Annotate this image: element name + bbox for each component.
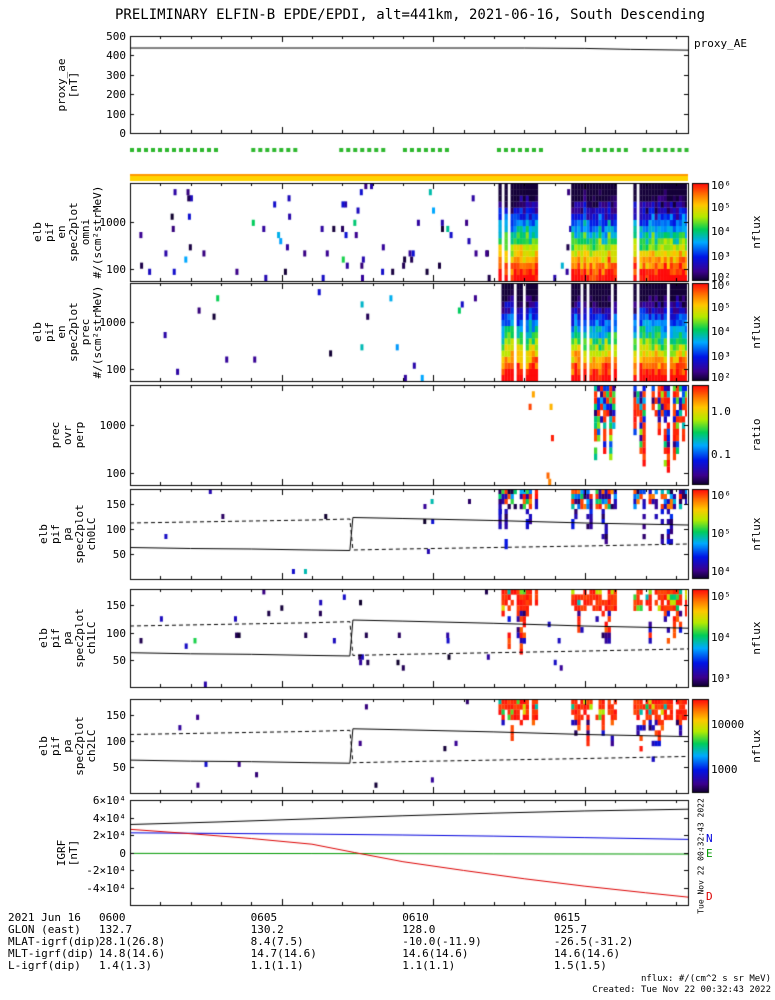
colorbar-tick-label: 10⁴ bbox=[711, 631, 731, 644]
colorbar-tick-label: 10³ bbox=[711, 249, 731, 263]
bottom-row-value: 14.7(14.6) bbox=[250, 947, 317, 960]
colorbar-tick-label: 10⁵ bbox=[711, 300, 731, 314]
bottom-row-value: 1.1(1.1) bbox=[250, 959, 304, 972]
y-tick-label: 150 bbox=[106, 598, 126, 612]
y-tick-label: -2×10⁴ bbox=[86, 863, 126, 877]
bottom-row-label: L-igrf(dip) bbox=[8, 959, 81, 972]
bottom-row-value: 1.5(1.5) bbox=[553, 959, 607, 972]
panel-right-label: proxy_AE bbox=[694, 37, 747, 50]
colorbar-tick-label: 10⁶ bbox=[711, 489, 731, 503]
y-tick-label: 100 bbox=[106, 734, 126, 748]
x-tick-label: 0605 bbox=[250, 911, 278, 924]
bottom-row-value: -26.5(-31.2) bbox=[553, 935, 634, 948]
bottom-row-value: 125.7 bbox=[553, 923, 588, 936]
y-tick-label: 100 bbox=[106, 107, 126, 121]
colorbar-tick-label: 10⁴ bbox=[711, 325, 731, 338]
y-tick-label: 100 bbox=[106, 362, 126, 376]
y-tick-label: 1000 bbox=[99, 418, 127, 432]
y-tick-label: 500 bbox=[106, 29, 126, 43]
colorbar-title: nflux bbox=[750, 215, 763, 249]
y-tick-label: 6×10⁴ bbox=[92, 793, 126, 807]
series-label-E: E bbox=[706, 847, 713, 861]
y-tick-label: 0 bbox=[119, 126, 126, 140]
colorbar-tick-label: 0.1 bbox=[711, 448, 731, 461]
y-tick-label: 150 bbox=[106, 497, 126, 511]
colorbar-tick-label: 10⁴ bbox=[711, 225, 731, 238]
colorbar-tick-label: 10⁴ bbox=[711, 564, 731, 578]
colorbar-tick-label: 10000 bbox=[711, 718, 745, 732]
colorbar-title: nflux bbox=[750, 729, 763, 763]
y-tick-label: -4×10⁴ bbox=[86, 881, 126, 895]
bottom-row-value: 1.4(1.3) bbox=[99, 959, 152, 972]
colorbar-tick-label: 1.0 bbox=[711, 405, 731, 418]
bottom-row-value: 1.1(1.1) bbox=[402, 959, 456, 972]
y-tick-label: 2×10⁴ bbox=[92, 828, 126, 842]
y-tick-label: 100 bbox=[106, 626, 126, 640]
colorbar-tick-label: 10⁵ bbox=[711, 527, 731, 540]
bottom-row-value: 130.2 bbox=[250, 923, 284, 936]
series-label-N: N bbox=[706, 832, 713, 846]
y-tick-label: 150 bbox=[106, 708, 126, 722]
y-tick-label: 1000 bbox=[99, 315, 127, 329]
y-tick-label: 50 bbox=[112, 653, 126, 667]
colorbar-tick-label: 10⁵ bbox=[711, 589, 731, 603]
ch0LC-ylabel: elb pif pa spec2plot ch0LC bbox=[37, 504, 98, 564]
bottom-row-label: MLT-igrf(dip) bbox=[8, 947, 95, 960]
colorbar-title: nflux bbox=[750, 517, 763, 551]
y-tick-label: 100 bbox=[106, 466, 126, 480]
y-tick-label: 400 bbox=[106, 48, 126, 62]
colorbar-tick-label: 1000 bbox=[711, 763, 738, 777]
colorbar-tick-label: 10⁵ bbox=[711, 200, 731, 214]
bottom-row-value: 8.4(7.5) bbox=[250, 935, 304, 948]
y-tick-label: 0 bbox=[119, 846, 126, 860]
ch1LC-ylabel: elb pif pa spec2plot ch1LC bbox=[37, 608, 98, 668]
x-tick-label: 0600 bbox=[99, 911, 126, 924]
y-tick-label: 100 bbox=[106, 262, 126, 276]
plot-title: PRELIMINARY ELFIN-B EPDE/EPDI, alt=441km… bbox=[114, 7, 705, 23]
series-label-D: D bbox=[706, 890, 713, 904]
bottom-row-value: 14.6(14.6) bbox=[553, 947, 621, 960]
colorbar-title: nflux bbox=[750, 315, 763, 349]
footer-created-timestamp: Created: Tue Nov 22 00:32:43 2022 bbox=[592, 985, 771, 995]
colorbar-tick-label: 10³ bbox=[711, 349, 731, 363]
ch2LC-ylabel: elb pif pa spec2plot ch2LC bbox=[37, 716, 98, 776]
igrf-ylabel: IGRF [nT] bbox=[55, 839, 80, 866]
bottom-row-value: -10.0(-11.9) bbox=[402, 935, 482, 948]
footer-flux-units: nflux: #/(cm^2 s sr MeV) bbox=[640, 974, 771, 984]
colorbar-tick-label: 10³ bbox=[711, 672, 731, 686]
ratio-ylabel: prec ovr perp bbox=[49, 421, 86, 449]
colorbar-tick-label: 10² bbox=[711, 271, 731, 285]
bottom-row-value: 132.7 bbox=[99, 923, 133, 936]
y-tick-label: 100 bbox=[106, 522, 126, 536]
bottom-row-label: GLON (east) bbox=[8, 923, 81, 936]
x-tick-label: 0610 bbox=[402, 911, 429, 924]
y-tick-label: 50 bbox=[112, 760, 126, 774]
bottom-row-value: 28.1(26.8) bbox=[99, 935, 166, 948]
y-tick-label: 300 bbox=[106, 68, 126, 82]
y-tick-label: 4×10⁴ bbox=[92, 811, 126, 825]
bottom-row-value: 128.0 bbox=[402, 923, 436, 936]
side-timestamp: Tue Nov 22 00:32:43 2022 bbox=[696, 798, 706, 914]
y-tick-label: 50 bbox=[112, 547, 126, 561]
proxy_ae-ylabel: proxy_ae [nT] bbox=[55, 58, 80, 111]
y-tick-label: 200 bbox=[106, 87, 126, 101]
bottom-row-value: 14.8(14.6) bbox=[99, 947, 166, 960]
x-tick-label: 0615 bbox=[553, 911, 581, 924]
colorbar-title: ratio bbox=[750, 418, 763, 452]
colorbar-title: nflux bbox=[750, 621, 763, 655]
colorbar-tick-label: 10⁶ bbox=[711, 178, 731, 192]
y-tick-label: 1000 bbox=[99, 215, 127, 229]
bottom-row-value: 14.6(14.6) bbox=[402, 947, 469, 960]
prec-ylabel: elb pif en spec2plot prec #/(scm²strMeV) bbox=[31, 285, 104, 379]
bottom-row-label: MLAT-igrf(dip) bbox=[8, 935, 101, 948]
colorbar-tick-label: 10² bbox=[711, 371, 731, 385]
date-label: 2021 Jun 16 bbox=[8, 911, 81, 924]
colorbar-tick-label: 10⁶ bbox=[711, 278, 731, 292]
omni-ylabel: elb pif en spec2plot omni #/(scm²strMeV) bbox=[31, 185, 104, 279]
